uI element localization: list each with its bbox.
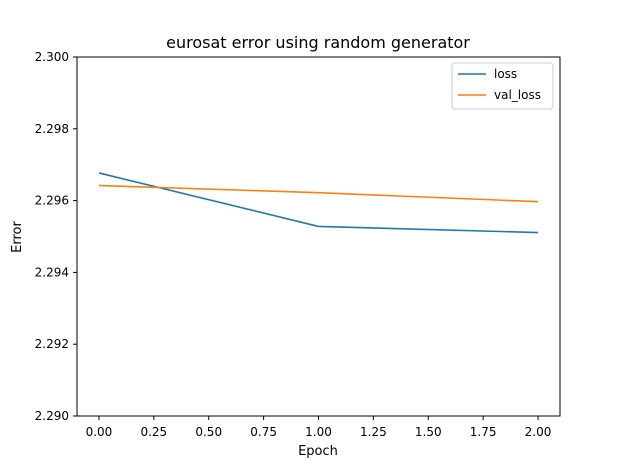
chart-title: eurosat error using random generator (166, 33, 470, 52)
x-tick-label: 2.00 (525, 425, 552, 439)
legend-label-val-loss: val_loss (494, 88, 541, 102)
x-tick-label: 0.75 (250, 425, 277, 439)
plot-area-frame (76, 56, 561, 417)
x-tick-label: 1.75 (470, 425, 497, 439)
x-tick-label: 1.00 (305, 425, 332, 439)
legend: loss val_loss (451, 62, 554, 110)
y-axis-title: Error (10, 221, 25, 253)
legend-label-loss: loss (494, 67, 517, 81)
y-tick-label: 2.296 (35, 194, 69, 208)
series-lines (98, 172, 539, 234)
y-tick-label: 2.290 (35, 409, 69, 423)
y-tick-label: 2.292 (35, 337, 69, 351)
x-axis-title: Epoch (298, 444, 338, 459)
y-tick-label: 2.294 (35, 265, 69, 279)
series-line-val-loss (98, 184, 539, 203)
y-tick-label: 2.300 (35, 50, 69, 64)
x-tick-label: 1.25 (360, 425, 387, 439)
x-tick-label: 0.00 (86, 425, 113, 439)
x-tick-label: 0.25 (140, 425, 167, 439)
x-tick-label: 0.50 (195, 425, 222, 439)
y-axis-ticks: 2.290 2.292 2.294 2.296 2.298 2.300 (35, 50, 77, 423)
x-tick-label: 1.50 (415, 425, 442, 439)
x-axis-ticks: 0.00 0.25 0.50 0.75 1.00 1.25 1.50 1.75 2.00 (86, 416, 552, 439)
y-tick-label: 2.298 (35, 122, 69, 136)
series-line-loss (98, 172, 539, 234)
